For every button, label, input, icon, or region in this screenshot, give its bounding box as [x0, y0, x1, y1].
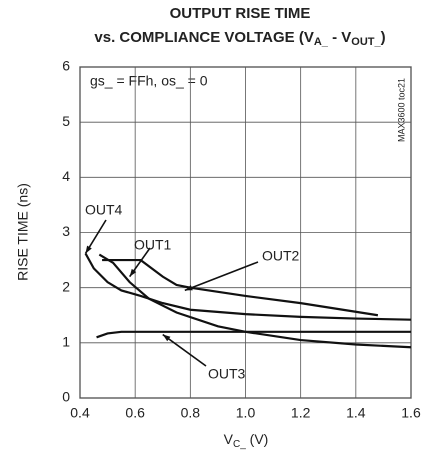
x-tick-label: 1.0: [236, 405, 256, 421]
series-line: [96, 330, 411, 339]
y-tick-label: 4: [62, 168, 70, 184]
arrow-head: [85, 245, 92, 254]
subtitle-sub: A_: [314, 36, 329, 48]
y-axis-label: RISE TIME (ns): [15, 183, 31, 281]
x-label-part: V: [224, 431, 234, 447]
chart-subtitle: vs. COMPLIANCE VOLTAGE (VA_ - VOUT_): [94, 29, 385, 48]
arrow-head: [162, 334, 171, 342]
arrow-head: [129, 268, 137, 277]
x-tick-label: 1.4: [346, 405, 366, 421]
x-label-part: (V): [246, 431, 269, 447]
series-line: [98, 253, 412, 349]
x-axis-label: VC_ (V): [224, 431, 269, 450]
x-label-sub: C_: [233, 439, 246, 450]
subtitle-part: - V: [328, 29, 351, 46]
subtitle-part: vs. COMPLIANCE VOLTAGE (V: [94, 29, 313, 46]
series-label: OUT1: [134, 237, 172, 253]
x-tick-label: 0.6: [125, 405, 145, 421]
series-line: [84, 252, 412, 321]
arrow-head: [184, 285, 193, 291]
x-tick-label: 0.8: [181, 405, 201, 421]
x-tick-label: 0.4: [70, 405, 90, 421]
subtitle-part: ): [381, 29, 386, 46]
y-tick-label: 6: [62, 58, 70, 74]
side-note: MAX3600 toc21: [396, 78, 406, 142]
series-line: [102, 258, 379, 317]
leader-line: [184, 261, 259, 292]
leader-line: [162, 333, 207, 367]
chart-title: OUTPUT RISE TIME: [170, 5, 311, 22]
y-tick-label: 1: [62, 334, 70, 350]
y-tick-label: 0: [62, 389, 70, 405]
x-tick-label: 1.6: [401, 405, 421, 421]
series-label: OUT3: [208, 366, 246, 382]
annotation: gs_ = FFh, os_ = 0: [90, 73, 208, 89]
subtitle-sub: OUT_: [351, 36, 381, 48]
y-tick-label: 2: [62, 278, 70, 294]
y-tick-label: 5: [62, 113, 70, 129]
y-tick-label: 3: [62, 223, 70, 239]
series-label: OUT4: [85, 202, 123, 218]
x-tick-label: 1.2: [291, 405, 311, 421]
series-label: OUT2: [262, 248, 300, 264]
